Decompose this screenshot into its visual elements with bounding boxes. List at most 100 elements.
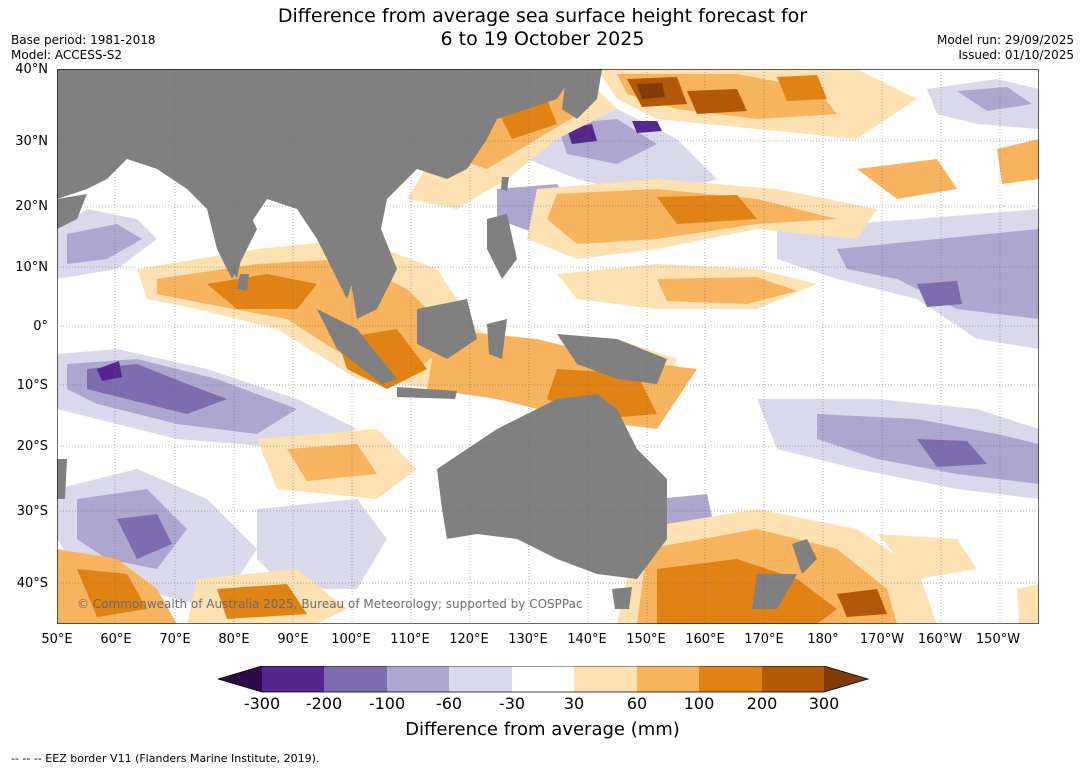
lat-label: 10°N — [15, 260, 48, 275]
base-period: Base period: 1981-2018 — [11, 33, 156, 47]
pos-patch — [657, 559, 837, 624]
arabia-tip — [57, 194, 87, 229]
colorbar-extend-high — [824, 666, 868, 692]
model-name: Model: ACCESS-S2 — [11, 48, 123, 62]
new-zealand-south — [752, 574, 797, 609]
gridlines — [57, 69, 1039, 624]
lon-label: 150°W — [975, 632, 1021, 647]
lon-label: 170°W — [859, 632, 905, 647]
sri-lanka — [237, 274, 249, 291]
colorbar-tick: -200 — [305, 694, 343, 713]
java — [397, 387, 457, 399]
issued-date: Issued: 01/10/2025 — [958, 48, 1074, 62]
lon-label: 160°E — [685, 632, 725, 647]
lat-label: 30°S — [16, 504, 48, 519]
neg-patch — [67, 224, 142, 264]
australia — [437, 394, 667, 579]
pos-patch — [657, 277, 797, 304]
meta-right: Model run: 29/09/2025 Issued: 01/10/2025 — [937, 33, 1074, 63]
colorbar-tick: 100 — [683, 694, 715, 713]
neg-patch — [97, 361, 122, 381]
colorbar-bin — [262, 666, 324, 692]
japan — [562, 69, 602, 119]
borneo — [417, 299, 477, 359]
pos-patch — [687, 89, 747, 114]
india-peninsula — [207, 209, 257, 279]
colorbar-bin — [762, 666, 824, 692]
footnote: -- -- -- EEZ border V11 (Flanders Marine… — [11, 752, 320, 765]
neg-patch — [917, 281, 962, 307]
lon-label: 180° — [807, 632, 839, 647]
sumatra — [317, 309, 397, 384]
lon-label: 130°E — [508, 632, 548, 647]
meta-left: Base period: 1981-2018 Model: ACCESS-S2 — [11, 33, 156, 63]
pos-patch — [777, 75, 827, 101]
map-canvas — [57, 69, 1039, 624]
pos-patch — [857, 159, 957, 199]
colorbar-tick: 30 — [563, 694, 585, 713]
colorbar-tick: 300 — [808, 694, 840, 713]
neg-patch — [257, 499, 387, 589]
colorbar-tick: -300 — [243, 694, 281, 713]
asia-landmass — [57, 69, 577, 299]
neg-patch — [837, 229, 1039, 319]
colorbar-bin — [574, 666, 637, 692]
colorbar-bin — [387, 666, 449, 692]
colorbar-label: Difference from average (mm) — [405, 719, 680, 740]
copyright-notice: © Commonwealth of Australia 2025, Bureau… — [77, 597, 583, 611]
lon-label: 170°E — [744, 632, 784, 647]
colorbar-bin — [637, 666, 699, 692]
lat-label: 30°N — [15, 134, 48, 149]
lat-label: 40°N — [15, 62, 48, 77]
land-masses — [57, 69, 817, 609]
new-guinea — [557, 334, 667, 384]
map-panel — [57, 69, 1039, 624]
colorbar-bin — [449, 666, 512, 692]
colorbar-tick: 60 — [626, 694, 648, 713]
lon-label: 140°E — [567, 632, 607, 647]
colorbar-bin — [512, 666, 574, 692]
lat-label: 20°S — [16, 439, 48, 454]
map-frame — [57, 69, 1039, 624]
title-line-1: Difference from average sea surface heig… — [277, 5, 808, 27]
philippines — [487, 214, 517, 279]
pos-patch — [657, 195, 757, 224]
sulawesi — [487, 319, 507, 359]
lat-label: 0° — [33, 319, 48, 334]
lon-label: 120°E — [449, 632, 489, 647]
colorbar-tick: -60 — [435, 694, 463, 713]
pos-patch — [207, 274, 317, 309]
pos-patch — [637, 83, 665, 99]
lat-label: 40°S — [16, 576, 48, 591]
lon-label: 150°E — [626, 632, 666, 647]
lon-label: 160°W — [917, 632, 963, 647]
pos-patch — [77, 569, 147, 617]
pos-patch — [1017, 584, 1039, 624]
neg-patch — [957, 87, 1032, 111]
lon-label: 60°E — [100, 632, 132, 647]
lon-label: 110°E — [390, 632, 430, 647]
colorbar-outline — [218, 666, 870, 693]
neg-patch — [87, 364, 227, 414]
new-zealand-north — [792, 539, 817, 574]
pos-patch — [997, 139, 1039, 184]
colorbar-extend-low — [218, 666, 262, 692]
indochina — [347, 219, 397, 319]
pos-patch — [837, 589, 887, 617]
pos-patch — [217, 584, 307, 619]
colorbar-bin — [324, 666, 387, 692]
tasmania — [612, 587, 632, 609]
colorbar-tick: -100 — [368, 694, 406, 713]
map-title: Difference from average sea surface heig… — [0, 5, 1085, 51]
colorbar-tick: 200 — [746, 694, 778, 713]
lon-label: 70°E — [159, 632, 191, 647]
pos-patch — [877, 534, 977, 579]
model-run: Model run: 29/09/2025 — [936, 33, 1074, 47]
lon-label: 90°E — [277, 632, 309, 647]
pos-patch — [287, 444, 377, 481]
title-line-2: 6 to 19 October 2025 — [440, 28, 645, 50]
colorbar — [218, 666, 870, 693]
lon-label: 50°E — [41, 632, 73, 647]
lat-label: 10°S — [16, 378, 48, 393]
taiwan — [501, 177, 509, 191]
